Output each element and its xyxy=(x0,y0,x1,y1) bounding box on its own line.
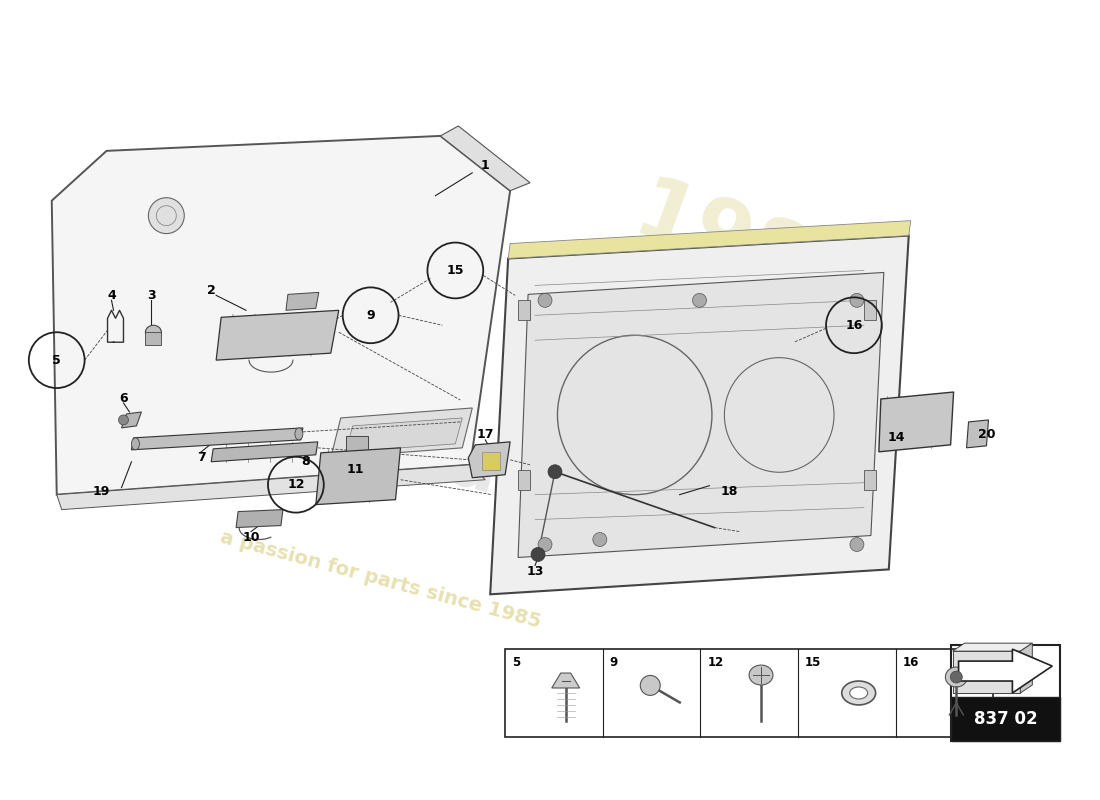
Bar xyxy=(482,452,500,470)
Circle shape xyxy=(640,675,660,695)
Polygon shape xyxy=(469,442,510,478)
Polygon shape xyxy=(57,465,485,510)
Polygon shape xyxy=(132,428,302,450)
Text: 1: 1 xyxy=(481,159,490,172)
Polygon shape xyxy=(331,408,472,458)
Polygon shape xyxy=(52,136,510,494)
Text: 16: 16 xyxy=(903,656,920,669)
Circle shape xyxy=(850,294,864,307)
Polygon shape xyxy=(211,442,318,462)
Ellipse shape xyxy=(849,687,868,699)
Text: 20: 20 xyxy=(978,428,996,442)
Polygon shape xyxy=(879,392,954,452)
Circle shape xyxy=(950,671,962,683)
Circle shape xyxy=(548,465,562,478)
Bar xyxy=(505,649,993,737)
Polygon shape xyxy=(953,651,1021,693)
Text: 15: 15 xyxy=(447,264,464,277)
Bar xyxy=(864,470,876,490)
Bar xyxy=(145,332,162,345)
Text: 9: 9 xyxy=(366,309,375,322)
Polygon shape xyxy=(967,420,989,448)
Polygon shape xyxy=(121,412,142,428)
Text: a passion for parts since 1985: a passion for parts since 1985 xyxy=(218,527,543,631)
Text: 2: 2 xyxy=(207,284,216,297)
Polygon shape xyxy=(236,510,283,527)
Ellipse shape xyxy=(132,438,140,450)
Bar xyxy=(864,300,876,320)
Text: 18: 18 xyxy=(720,485,738,498)
Text: 837 02: 837 02 xyxy=(974,710,1037,728)
Polygon shape xyxy=(345,418,462,452)
Text: 5: 5 xyxy=(513,656,520,669)
Circle shape xyxy=(593,533,607,546)
Text: 13: 13 xyxy=(527,565,543,578)
Polygon shape xyxy=(508,221,911,258)
Text: 3: 3 xyxy=(147,289,156,302)
Ellipse shape xyxy=(295,428,302,440)
Polygon shape xyxy=(518,273,883,558)
Polygon shape xyxy=(316,448,400,505)
Text: eurospares: eurospares xyxy=(170,358,630,542)
Text: 8: 8 xyxy=(301,455,310,468)
Text: 1985: 1985 xyxy=(623,170,876,330)
Bar xyxy=(950,697,1060,741)
Polygon shape xyxy=(491,235,909,594)
Polygon shape xyxy=(552,673,580,688)
Text: 16: 16 xyxy=(845,318,862,332)
Bar xyxy=(518,300,530,320)
Ellipse shape xyxy=(145,326,162,339)
Text: 6: 6 xyxy=(119,391,128,405)
Text: 5: 5 xyxy=(53,354,62,366)
Text: 14: 14 xyxy=(888,431,905,444)
Text: 15: 15 xyxy=(805,656,822,669)
Text: 19: 19 xyxy=(92,485,110,498)
Circle shape xyxy=(148,198,185,234)
Circle shape xyxy=(538,294,552,307)
Polygon shape xyxy=(958,649,1053,693)
Circle shape xyxy=(119,415,129,425)
Circle shape xyxy=(538,538,552,551)
Bar xyxy=(345,436,367,458)
Polygon shape xyxy=(953,643,1032,651)
Circle shape xyxy=(693,294,706,307)
Text: 17: 17 xyxy=(476,428,494,442)
Text: 11: 11 xyxy=(346,463,364,476)
Text: 9: 9 xyxy=(609,656,618,669)
Ellipse shape xyxy=(842,681,876,705)
Polygon shape xyxy=(1021,643,1032,693)
Polygon shape xyxy=(286,292,319,310)
Ellipse shape xyxy=(945,667,967,687)
Bar xyxy=(950,645,1060,741)
Text: 12: 12 xyxy=(707,656,724,669)
Circle shape xyxy=(531,547,544,562)
Polygon shape xyxy=(440,126,530,190)
Text: 12: 12 xyxy=(287,478,305,491)
Text: 10: 10 xyxy=(242,531,260,544)
Bar xyxy=(518,470,530,490)
Ellipse shape xyxy=(749,665,773,685)
Text: 4: 4 xyxy=(107,289,116,302)
Polygon shape xyxy=(217,310,339,360)
Circle shape xyxy=(850,538,864,551)
Text: 7: 7 xyxy=(197,451,206,464)
